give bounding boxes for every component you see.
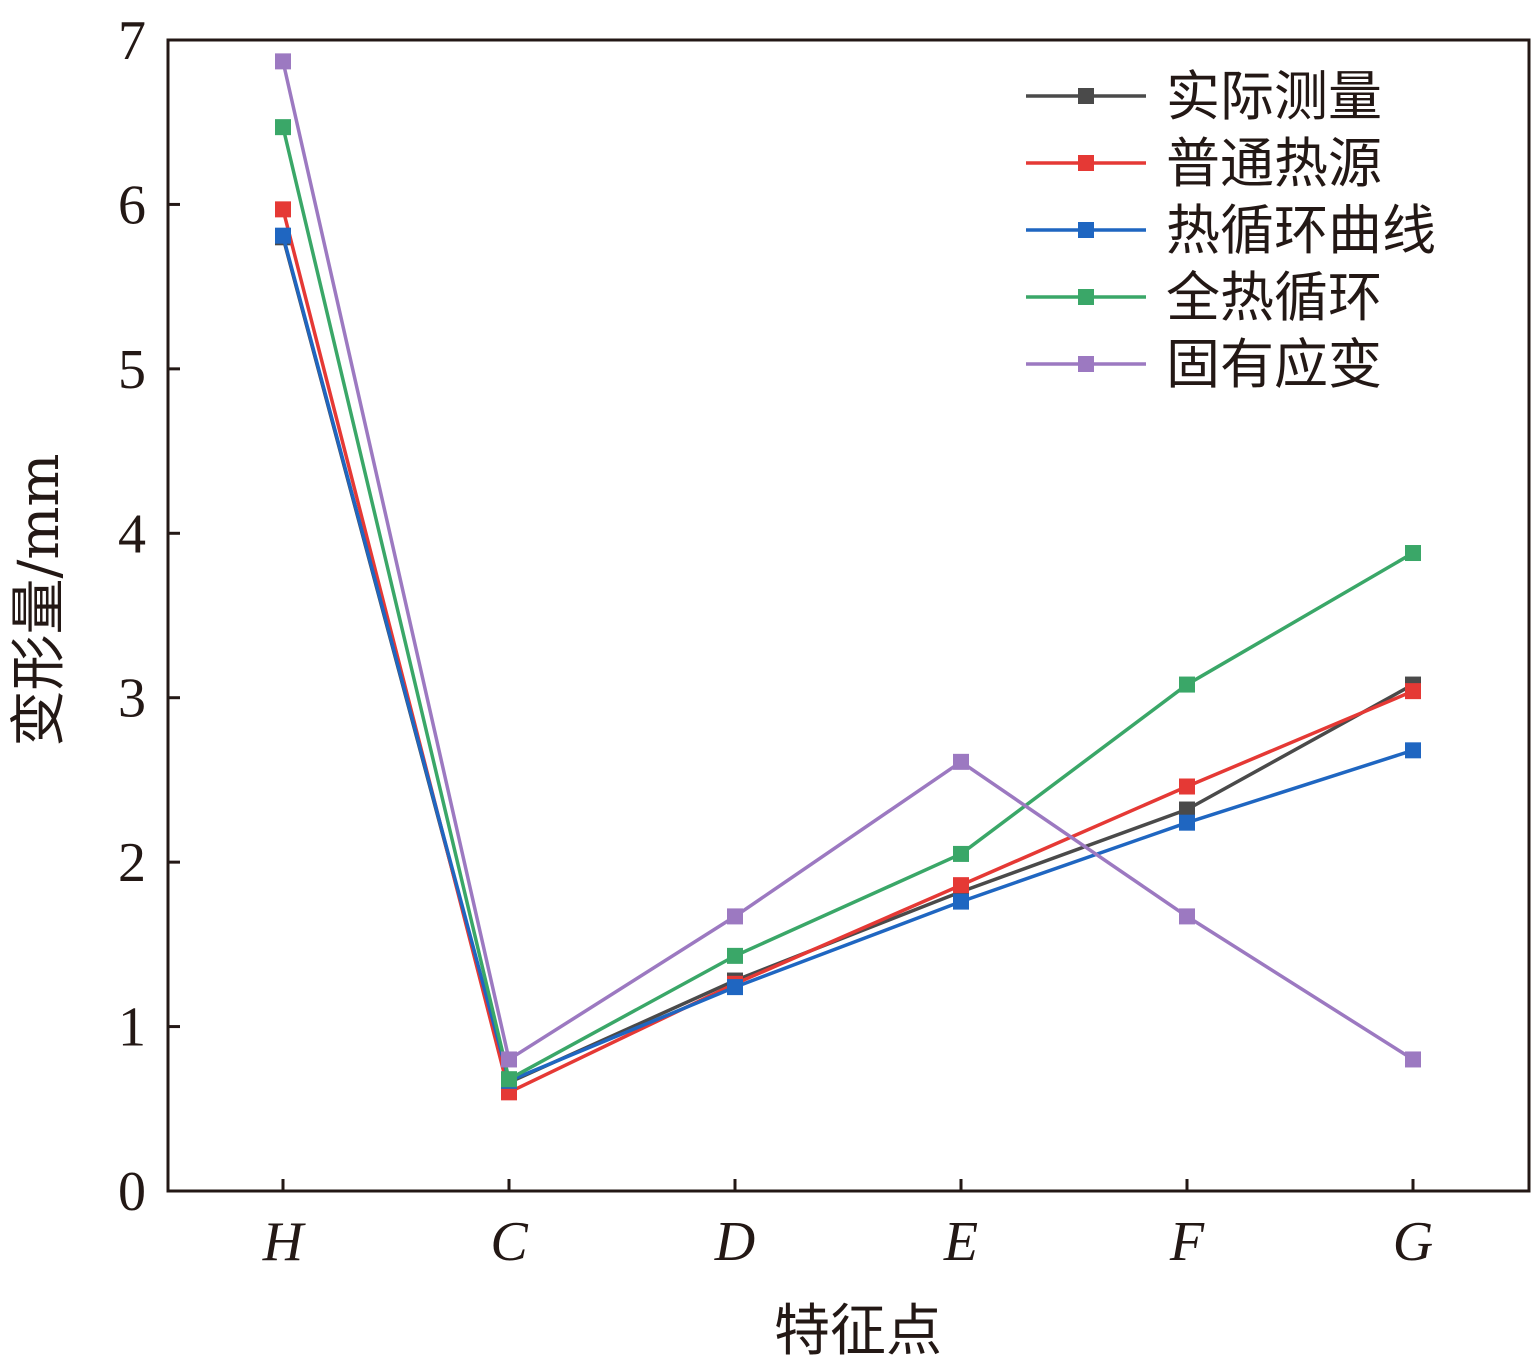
data-point <box>1179 814 1195 831</box>
data-point <box>1179 908 1195 925</box>
x-tick-label: H <box>262 1211 306 1273</box>
y-tick-label: 7 <box>118 10 146 72</box>
x-axis-label: 特征点 <box>774 1299 942 1364</box>
y-tick-label: 5 <box>118 339 146 401</box>
legend-marker <box>1078 289 1094 305</box>
legend-item: 普通热源 <box>1026 132 1382 195</box>
data-point <box>1179 676 1195 693</box>
x-tick-label: D <box>714 1211 755 1273</box>
y-tick-label: 1 <box>118 997 146 1059</box>
x-tick-label: F <box>1169 1211 1205 1273</box>
x-tick-label: C <box>490 1211 528 1273</box>
data-point <box>275 119 291 136</box>
y-axis-label: 变形量/mm <box>7 453 72 746</box>
series-line <box>281 60 1414 1062</box>
legend-item: 热循环曲线 <box>1026 199 1436 262</box>
series-line <box>281 126 1414 1081</box>
y-tick-label: 4 <box>118 503 146 565</box>
data-point <box>1405 1051 1421 1068</box>
data-point <box>1405 742 1421 759</box>
data-point <box>727 947 743 964</box>
plot-frame <box>166 38 1531 1193</box>
data-point <box>1405 545 1421 562</box>
legend-marker <box>1078 356 1094 372</box>
x-tick-label: E <box>943 1211 978 1273</box>
data-point <box>275 53 291 70</box>
data-point <box>1179 778 1195 795</box>
legend-label: 全热循环 <box>1166 266 1382 329</box>
x-tick-label: G <box>1393 1211 1433 1273</box>
legend-label: 热循环曲线 <box>1166 199 1436 262</box>
y-tick-label: 0 <box>118 1161 146 1223</box>
legend-item: 全热循环 <box>1026 266 1382 329</box>
data-point <box>275 227 291 244</box>
series-4 <box>275 119 1421 1088</box>
legend-marker <box>1078 88 1094 104</box>
y-axis: 0 1 2 3 4 5 6 7 <box>118 10 180 1223</box>
data-point <box>953 877 969 894</box>
series-5 <box>275 53 1421 1068</box>
data-point <box>501 1071 517 1088</box>
series-line <box>281 235 1414 1083</box>
series-layer <box>275 53 1421 1101</box>
legend-marker <box>1078 222 1094 238</box>
data-point <box>953 893 969 910</box>
legend-label: 固有应变 <box>1166 333 1382 396</box>
data-point <box>953 753 969 770</box>
data-point <box>1179 801 1195 818</box>
data-point <box>1405 683 1421 700</box>
y-tick-label: 2 <box>118 832 146 894</box>
data-point <box>501 1051 517 1068</box>
legend-item: 固有应变 <box>1026 333 1382 396</box>
y-tick-label: 6 <box>118 174 146 236</box>
legend-marker <box>1078 155 1094 171</box>
legend-item: 实际测量 <box>1026 65 1382 128</box>
data-point <box>727 979 743 996</box>
data-point <box>275 201 291 218</box>
legend-label: 普通热源 <box>1166 132 1382 195</box>
data-point <box>953 845 969 862</box>
y-tick-label: 3 <box>118 668 146 730</box>
data-point <box>727 908 743 925</box>
legend-label: 实际测量 <box>1166 65 1382 128</box>
